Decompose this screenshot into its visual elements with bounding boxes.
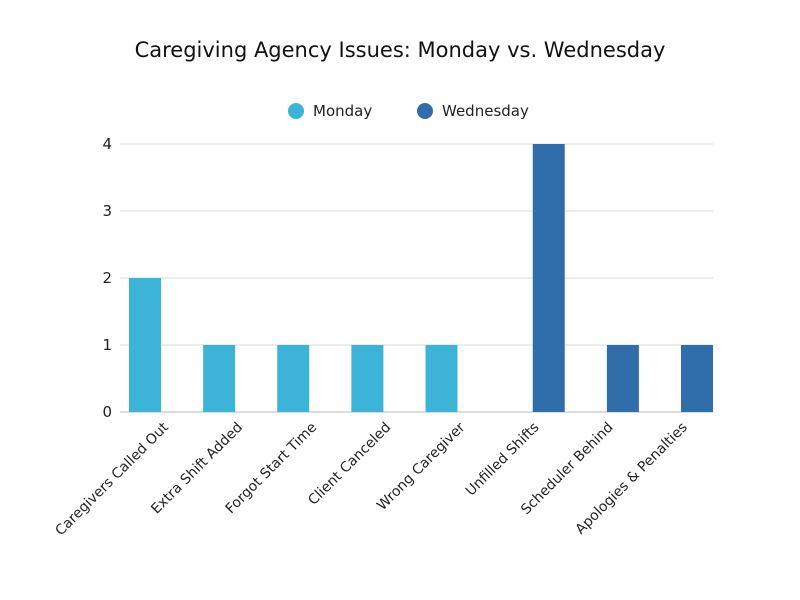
y-tick-label: 4 bbox=[102, 135, 112, 153]
legend-marker-monday bbox=[288, 103, 304, 119]
y-tick-label: 3 bbox=[102, 202, 112, 220]
y-tick-label: 2 bbox=[102, 269, 112, 287]
bar-monday bbox=[425, 345, 458, 412]
legend-label: Monday bbox=[313, 102, 372, 120]
legend: Monday Wednesday bbox=[288, 102, 529, 120]
bar-wednesday bbox=[606, 345, 639, 412]
legend-label: Wednesday bbox=[442, 102, 529, 120]
bar-monday bbox=[277, 345, 310, 412]
bar-wednesday bbox=[681, 345, 713, 412]
bar-monday bbox=[203, 345, 236, 412]
y-tick-label: 0 bbox=[102, 403, 112, 421]
bar-monday bbox=[129, 278, 161, 412]
chart-title: Caregiving Agency Issues: Monday vs. Wed… bbox=[135, 38, 666, 62]
bar-monday bbox=[351, 345, 384, 412]
bars bbox=[129, 144, 713, 412]
legend-marker-wednesday bbox=[417, 103, 433, 119]
y-tick-label: 1 bbox=[102, 336, 112, 354]
x-tick-label: Unfilled Shifts bbox=[463, 420, 543, 500]
x-tick-label: Caregivers Called Out bbox=[52, 419, 172, 539]
bar-wednesday bbox=[532, 144, 565, 412]
